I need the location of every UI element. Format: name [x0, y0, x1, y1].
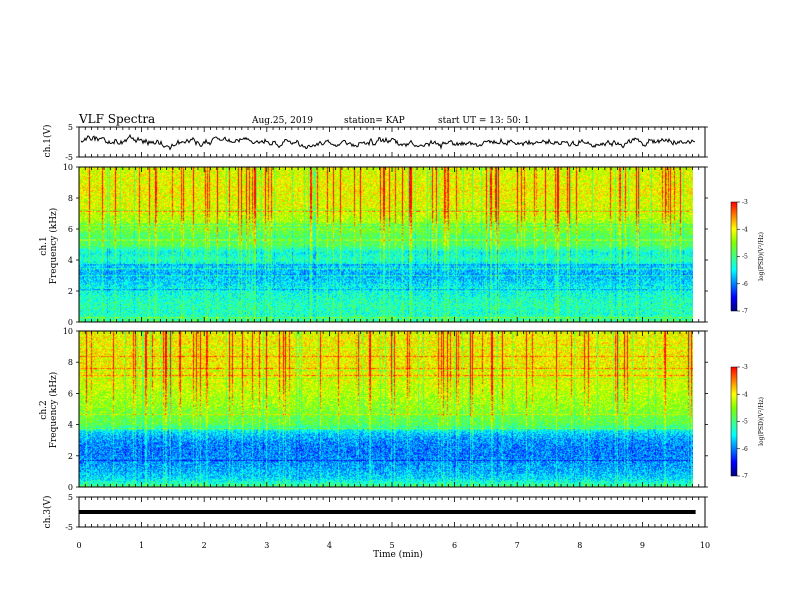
- colorbar-1: [730, 201, 738, 312]
- colorbar-2: [730, 366, 738, 477]
- figure-title: VLF Spectra: [78, 112, 155, 126]
- colorbar-tick-label: -6: [742, 446, 748, 453]
- x-tick-label: 1: [139, 541, 144, 550]
- y-tick-label: 0: [68, 318, 73, 327]
- ch3-waveform-ylabel: ch.3(V): [42, 496, 53, 529]
- ch1-spectrogram: [79, 167, 693, 322]
- y-tick-label: 0: [68, 483, 73, 492]
- ch2-spectrogram: [79, 331, 693, 487]
- x-tick-label: 5: [389, 541, 394, 550]
- ch1-waveform-line: [80, 133, 696, 151]
- x-tick-label: 10: [700, 541, 710, 550]
- x-tick-label: 6: [452, 541, 457, 550]
- y-tick-label: 5: [68, 493, 73, 502]
- y-tick-label: 2: [68, 287, 73, 296]
- x-tick-label: 8: [577, 541, 582, 550]
- colorbar-tick-label: -7: [742, 473, 748, 480]
- colorbar-tick-label: -3: [742, 364, 748, 371]
- y-tick-label: -5: [65, 523, 73, 532]
- colorbar-tick-label: -7: [742, 308, 748, 315]
- colorbar-tick-label: -4: [742, 226, 748, 233]
- ch2-frequency-ylabel: Frequency (kHz): [48, 372, 59, 449]
- y-tick-label: 8: [68, 194, 73, 203]
- ch1-spectrogram-image: [79, 167, 693, 322]
- ch1-frequency-ylabel: Frequency (kHz): [48, 208, 59, 285]
- y-tick-label: 10: [63, 163, 73, 172]
- ch2-spectrogram-image: [79, 331, 693, 487]
- station-label: station= KAP: [344, 116, 405, 126]
- colorbar-label: log(PSD)(V²/Hz): [758, 397, 765, 446]
- colorbar-label: log(PSD)(V²/Hz): [758, 232, 765, 281]
- date-label: Aug.25, 2019: [251, 116, 313, 126]
- y-tick-label: 6: [68, 225, 73, 234]
- y-tick-label: 8: [68, 358, 73, 367]
- x-tick-label: 0: [76, 541, 81, 550]
- colorbar-tick-label: -5: [742, 419, 748, 426]
- x-tick-label: 7: [515, 541, 520, 550]
- y-tick-label: 6: [68, 389, 73, 398]
- x-tick-label: 2: [202, 541, 207, 550]
- x-axis-label: Time (min): [373, 549, 423, 560]
- start-time-label: start UT = 13: 50: 1: [438, 116, 530, 126]
- y-tick-label: 2: [68, 452, 73, 461]
- x-tick-label: 4: [327, 541, 332, 550]
- ch2-spectrogram-ylabel: ch.2: [39, 400, 49, 419]
- colorbar-tick-label: -5: [742, 254, 748, 261]
- colorbar-tick-label: -3: [742, 199, 748, 206]
- ch1-spectrogram-ylabel: ch.1: [39, 236, 49, 255]
- y-tick-label: 4: [68, 256, 73, 265]
- ch1-waveform-ylabel: ch.1(V): [42, 125, 53, 158]
- y-tick-label: 10: [63, 327, 73, 336]
- y-tick-label: -5: [65, 153, 73, 162]
- colorbar-tick-label: -4: [742, 391, 748, 398]
- colorbar-tick-label: -6: [742, 281, 748, 288]
- x-tick-label: 9: [640, 541, 645, 550]
- x-tick-label: 3: [264, 541, 269, 550]
- y-tick-label: 5: [68, 123, 73, 132]
- y-tick-label: 4: [68, 421, 73, 430]
